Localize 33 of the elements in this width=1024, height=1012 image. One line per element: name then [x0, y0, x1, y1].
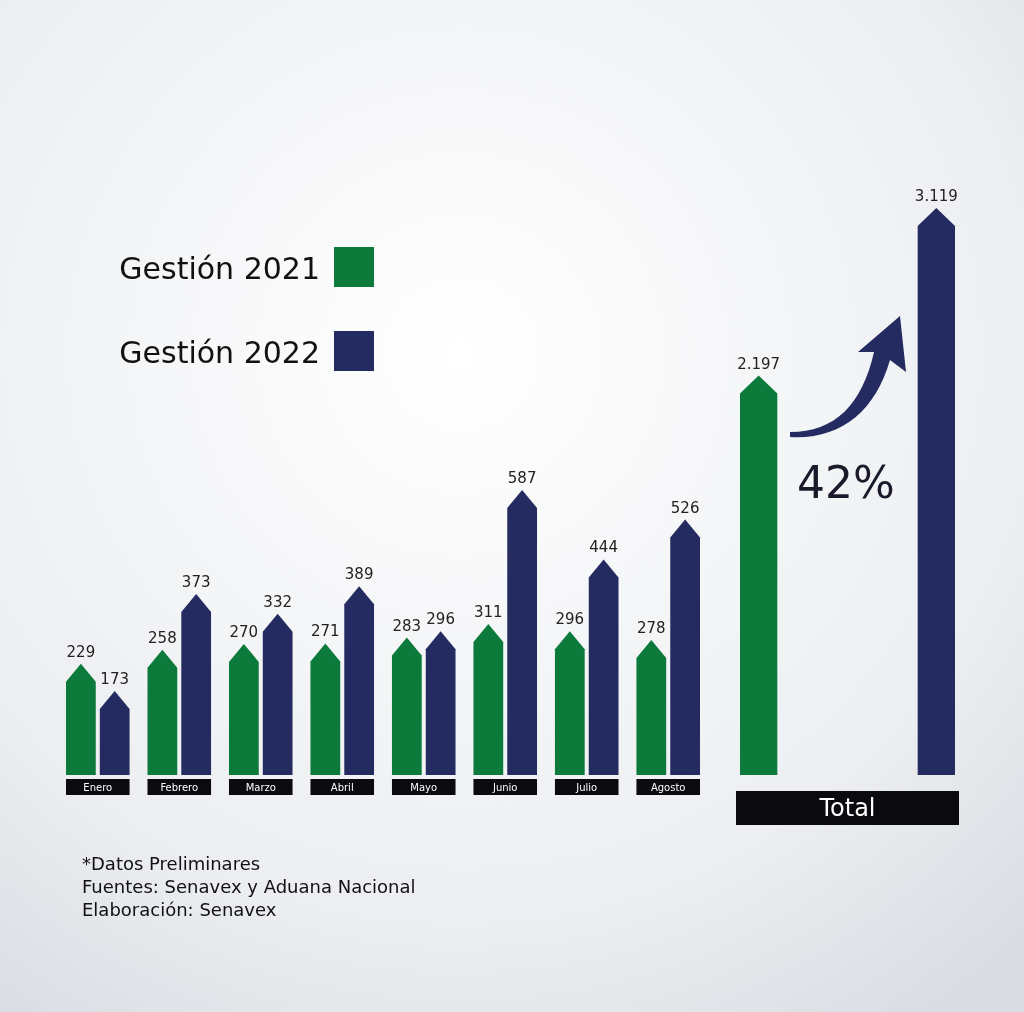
legend-label: Gestión 2022 [119, 334, 320, 370]
data-label: 173 [100, 670, 130, 689]
data-label: 271 [311, 622, 340, 641]
x-tick-label: Abril [330, 781, 354, 793]
data-label: 283 [392, 616, 422, 635]
x-tick-label: Marzo [245, 781, 276, 793]
data-label: 332 [263, 592, 292, 611]
x-tick-label: Agosto [650, 781, 686, 793]
annotation: 42% [797, 457, 895, 509]
data-label: 587 [507, 469, 537, 487]
source-note: Fuentes: Senavex y Aduana Nacional [82, 876, 416, 897]
data-label: 373 [181, 572, 211, 591]
data-label: 526 [670, 498, 700, 517]
data-label: 311 [474, 603, 503, 621]
data-label: 270 [229, 622, 259, 641]
data-label: 278 [636, 619, 666, 638]
x-tick-label: Mayo [410, 781, 438, 793]
x-tick-label: Enero [83, 781, 113, 793]
data-label: 444 [589, 538, 618, 557]
x-tick-label: Febrero [160, 781, 199, 793]
text: *Datos Preliminares [82, 853, 261, 874]
data-label: 389 [344, 565, 374, 584]
data-label: 229 [66, 642, 96, 661]
data-label: 258 [148, 628, 177, 647]
data-label: 3.119 [914, 187, 958, 205]
text: Elaboración: Senavex [82, 899, 277, 920]
x-axis-title: Total [818, 794, 876, 823]
data-label: 2.197 [737, 354, 781, 373]
data-label: 296 [426, 610, 455, 629]
data-label: 296 [555, 610, 585, 629]
legend-label: Gestión 2021 [119, 250, 320, 286]
x-tick-label: Julio [575, 781, 598, 793]
x-tick-label: Junio [491, 781, 518, 793]
